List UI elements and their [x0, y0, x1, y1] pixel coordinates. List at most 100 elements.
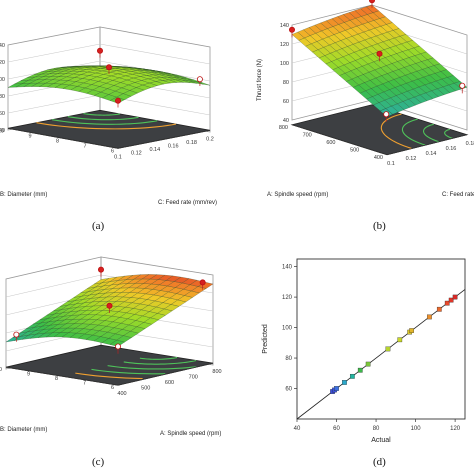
z-tick-label: 100 [280, 61, 289, 67]
y-tick-label: 8 [55, 376, 58, 382]
design-point [115, 97, 122, 104]
x-tick-label: 0.14 [426, 151, 437, 157]
caption-b: (b) [373, 220, 386, 232]
y-tick-label: 100 [282, 326, 293, 332]
x-tick-label: 0.12 [131, 151, 142, 157]
x-axis-line [386, 134, 468, 156]
design-point [199, 279, 206, 286]
panel-c: 400 500 600 700 800 6 7 8 9 10 A: Spindle speed (r… [0, 237, 237, 474]
z-tick-label: 120 [280, 42, 289, 48]
y-axis-title: B: Diameter (mm) [0, 192, 47, 198]
x-axis-title: A: Spindle speed (rpm) [160, 431, 221, 437]
x-axis-line [117, 129, 211, 149]
x-tick-label: 400 [117, 391, 126, 397]
y-tick-label: 6 [111, 385, 114, 391]
panel-a: 0.1 0.12 0.14 0.16 0.18 0.2 6 7 8 9 1040 60 80 100 120… [0, 0, 237, 237]
floor-contour-line [422, 123, 440, 143]
data-point [334, 386, 339, 391]
x-axis-title: C: Feed rate [442, 192, 474, 198]
floor-contour-line [36, 122, 176, 130]
data-point [444, 300, 450, 306]
y-axis-line [7, 127, 119, 149]
y-tick-label: 120 [282, 295, 293, 301]
y-tick-label: 6 [111, 148, 114, 154]
z-tick-label: 40 [283, 118, 289, 124]
x-tick-label: 700 [189, 375, 198, 381]
x-tick-label: 0.12 [406, 156, 417, 162]
y-tick-label: 7 [83, 381, 86, 387]
data-point [427, 314, 432, 320]
design-point [97, 47, 104, 54]
design-point [376, 50, 383, 57]
x-axis-line [117, 362, 214, 386]
x-tick-label: 600 [165, 380, 174, 386]
contour-floor [5, 344, 214, 386]
caption-a: (a) [92, 220, 105, 232]
data-point [385, 346, 391, 352]
x-tick-label: 500 [141, 386, 150, 392]
floor-contour-line [75, 372, 143, 380]
design-point [369, 0, 375, 4]
x-axis-title: Actual [371, 437, 391, 444]
floor-contour-line [107, 365, 197, 370]
x-tick-label: 0.16 [168, 144, 179, 150]
y-tick-label: 700 [303, 132, 312, 138]
data-point [397, 337, 403, 343]
x-tick-label: 0.16 [446, 146, 457, 152]
x-tick-label: 40 [294, 426, 301, 432]
design-point [459, 82, 466, 89]
x-tick-label: 800 [212, 369, 221, 375]
z-tick-label: 100 [0, 77, 5, 83]
y-tick-label: 600 [326, 140, 335, 146]
x-tick-label: 0.18 [186, 140, 197, 146]
x-tick-label: 0.1 [114, 154, 122, 160]
x-tick-label: 0.1 [387, 161, 395, 167]
surface-patch [195, 81, 211, 86]
floor-contour-line [139, 356, 178, 360]
z-tick-label: 120 [0, 60, 5, 66]
y-tick-label: 800 [279, 125, 288, 131]
z-tick-label: 140 [0, 43, 5, 49]
x-tick-label: 60 [333, 426, 340, 432]
wall-gridline [7, 43, 211, 65]
y-tick-label: 140 [282, 265, 293, 271]
data-point [448, 297, 454, 303]
x-tick-label: 100 [411, 426, 422, 432]
design-point [106, 302, 113, 309]
floor-contour-line [91, 368, 166, 375]
design-point [289, 26, 296, 33]
floor-contour-line [123, 359, 197, 365]
y-tick-label: 9 [28, 133, 31, 139]
y-tick-label: 500 [350, 147, 359, 153]
z-axis-title: Thrust force (N) [257, 59, 263, 101]
design-point [196, 76, 203, 83]
y-axis-line [5, 366, 119, 386]
floor-contour-line [83, 112, 120, 116]
design-point [13, 331, 20, 338]
y-tick-label: 60 [285, 387, 292, 393]
caption-c: (c) [92, 456, 105, 468]
y-tick-label: 80 [285, 356, 292, 362]
scatter-plot-d: 40 60 80 100 120 60 80 100 120 140 Actual Predicted [262, 258, 466, 444]
floor-contour-line [444, 128, 453, 139]
z-tick-label: 140 [280, 23, 289, 29]
design-point [383, 111, 390, 118]
design-point [106, 64, 113, 71]
data-point [365, 361, 371, 367]
y-axis-line [291, 124, 388, 156]
z-tick-label: 40 [0, 128, 5, 134]
z-tick-label: 60 [283, 99, 289, 105]
x-tick-label: 120 [450, 426, 461, 432]
floor-contour-line [52, 119, 158, 125]
data-point [452, 294, 458, 300]
x-tick-label: 80 [373, 426, 380, 432]
x-tick-label: 0.2 [206, 136, 214, 142]
y-tick-label: 8 [56, 138, 59, 144]
design-point [115, 343, 122, 350]
surface-plot-a: 0.1 0.12 0.14 0.16 0.18 0.2 6 7 8 9 1040 60 80 100 120… [0, 26, 217, 206]
surface-plot-c: 400 500 600 700 800 6 7 8 9 10 A: Spindle speed (r… [0, 256, 222, 437]
y-tick-label: 9 [27, 372, 30, 378]
z-tick-label: 80 [0, 94, 5, 100]
